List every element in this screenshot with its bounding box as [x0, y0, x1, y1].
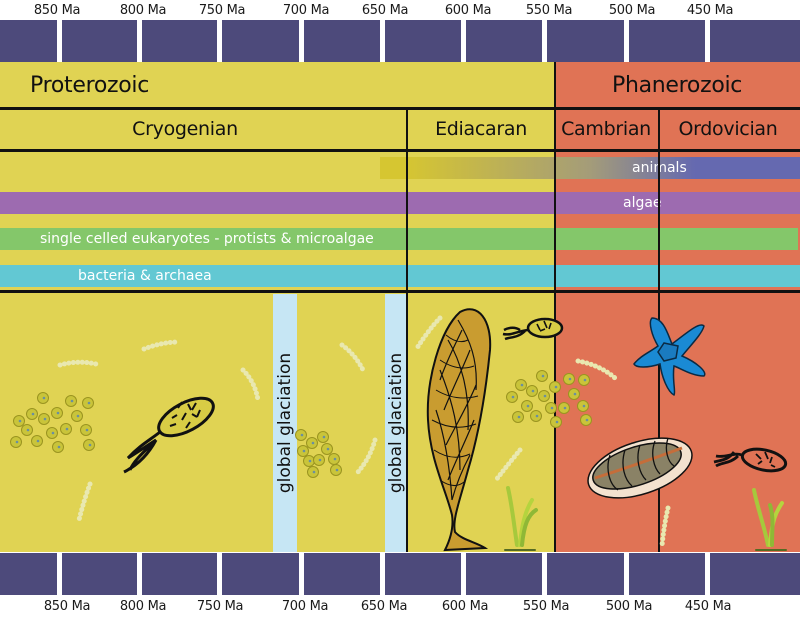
bottom-tick-label: 750 Ma [196, 599, 244, 614]
flagellated-protist [713, 447, 788, 473]
top-scale-band [0, 20, 800, 62]
flagellated-protist [123, 396, 215, 474]
tick-mark [299, 20, 304, 63]
period-divider [0, 149, 800, 152]
top-tick-label: 700 Ma [282, 3, 330, 18]
bottom-tick-label: 850 Ma [43, 599, 91, 614]
era-label-proterozoic: Proterozoic [30, 73, 149, 98]
bottom-tick-label: 550 Ma [522, 599, 570, 614]
tick-mark [57, 20, 62, 63]
tick-mark [624, 20, 629, 63]
top-tick-label: 450 Ma [686, 3, 734, 18]
flagellated-protist [502, 317, 564, 341]
top-tick-label: 850 Ma [33, 3, 81, 18]
tick-mark [57, 552, 62, 595]
tick-mark [542, 552, 547, 595]
bottom-tick-label: 500 Ma [605, 599, 653, 614]
life-range-label: bacteria & archaea [78, 268, 212, 284]
bottom-scale-band [0, 553, 800, 595]
tick-mark [461, 552, 466, 595]
seaweed [504, 486, 538, 551]
cryogenian-ediacaran-boundary [406, 107, 408, 552]
top-tick-label: 650 Ma [361, 3, 409, 18]
tick-mark [137, 20, 142, 63]
tick-mark [217, 20, 222, 63]
seaweed [752, 488, 787, 551]
glaciation-band: global glaciation [273, 294, 297, 552]
bottom-tick-label: 650 Ma [360, 599, 408, 614]
tick-mark [461, 20, 466, 63]
era-period-divider [0, 107, 800, 110]
period-label-cambrian: Cambrian [561, 118, 651, 140]
period-label-cryogenian: Cryogenian [132, 118, 238, 140]
tick-mark [380, 552, 385, 595]
top-tick-label: 800 Ma [119, 3, 167, 18]
life-range-label: algae [623, 195, 662, 211]
period-label-ordovician: Ordovician [678, 118, 778, 140]
rangeomorph-frond [426, 308, 492, 552]
cyanobacteria-filament [57, 315, 671, 549]
period-label-ediacaran: Ediacaran [435, 118, 527, 140]
top-tick-label: 750 Ma [198, 3, 246, 18]
tick-mark [137, 552, 142, 595]
glaciation-band: global glaciation [385, 294, 406, 552]
life-range-algae: algae [0, 192, 800, 214]
life-range-eukaryotes: single celled eukaryotes - protists & mi… [0, 228, 798, 250]
bottom-tick-label: 700 Ma [281, 599, 329, 614]
trilobite-like-animal [587, 437, 693, 499]
bottom-tick-label: 600 Ma [441, 599, 489, 614]
green-algae-cluster [295, 429, 342, 478]
tick-mark [542, 20, 547, 63]
life-range-label: single celled eukaryotes - protists & mi… [40, 231, 374, 247]
life-range-bacteria: bacteria & archaea [0, 265, 800, 287]
life-range-divider [0, 290, 800, 293]
starfish [633, 317, 706, 396]
top-tick-label: 600 Ma [444, 3, 492, 18]
era-label-phanerozoic: Phanerozoic [612, 73, 743, 98]
bottom-tick-label: 800 Ma [119, 599, 167, 614]
proterozoic-phanerozoic-boundary [554, 62, 556, 552]
tick-mark [705, 552, 710, 595]
top-tick-label: 500 Ma [608, 3, 656, 18]
green-algae-cluster [10, 392, 95, 453]
top-tick-label: 550 Ma [525, 3, 573, 18]
bottom-tick-label: 450 Ma [684, 599, 732, 614]
tick-mark [624, 552, 629, 595]
green-algae-cluster [506, 370, 592, 428]
tick-mark [217, 552, 222, 595]
tick-mark [705, 20, 710, 63]
life-range-animals: animals [380, 157, 800, 179]
tick-mark [299, 552, 304, 595]
tick-mark [380, 20, 385, 63]
